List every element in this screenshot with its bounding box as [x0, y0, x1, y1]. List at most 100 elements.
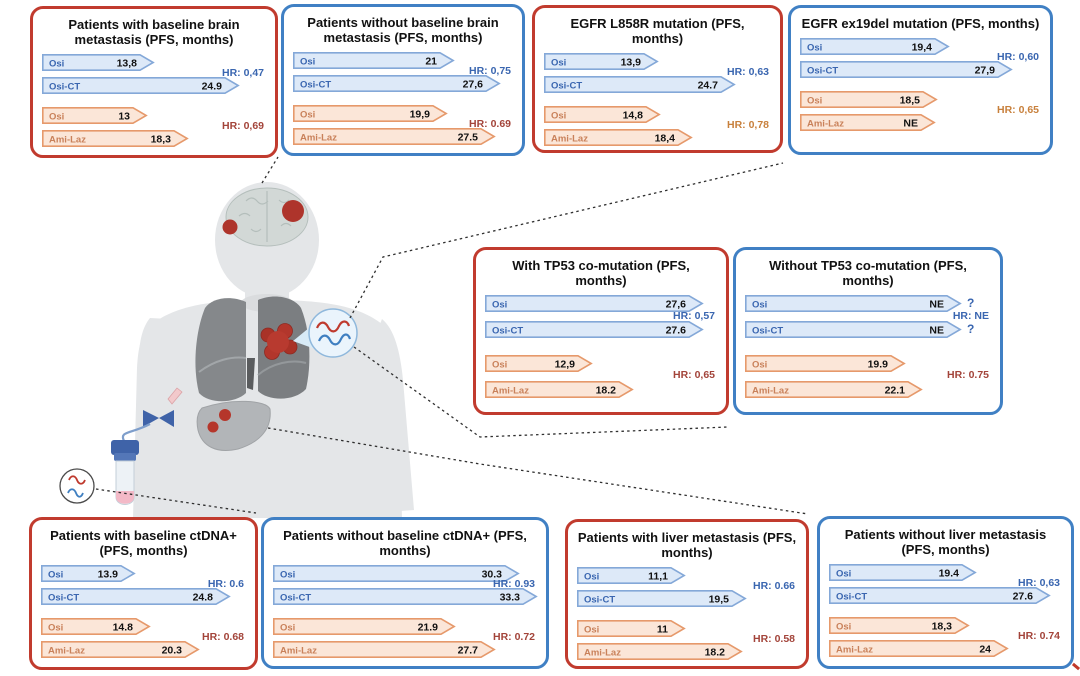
treatment-label: Osi: [300, 110, 315, 121]
pfs-value: 24.8: [193, 592, 214, 604]
pfs-arrow-bar: Osi 18,5: [800, 91, 938, 109]
treatment-label: Ami-Laz: [584, 648, 621, 659]
blood-tube-icon: [111, 440, 139, 505]
pfs-arrow-bar: Osi 11: [577, 620, 686, 638]
liver-metastasis-dot: [207, 421, 219, 433]
treatment-label: Ami-Laz: [492, 386, 529, 397]
panel-title: EGFR ex19del mutation (PFS, months): [801, 16, 1040, 31]
pfs-value: 27.6: [1013, 591, 1034, 603]
pfs-value: 13,8: [117, 58, 138, 70]
pfs-arrow-bar: Ami-Laz 18,3: [42, 130, 189, 148]
bar-row: Osi 13.9: [41, 565, 246, 583]
pfs-value: 21: [425, 56, 437, 68]
pfs-value: 19,9: [410, 109, 431, 121]
pfs-arrow-bar: Osi 19.9: [745, 355, 906, 373]
bar-row: Osi 19.9: [745, 355, 991, 373]
bar-row: Osi 21: [293, 52, 513, 70]
treatment-label: Osi: [836, 569, 851, 580]
treatment-label: Osi: [49, 112, 64, 123]
bars-area: Osi 19.4 Osi-CT 27.6 Osi 18,3 Ami-Laz 24 HR: 0,6…: [829, 564, 1062, 663]
pfs-arrow-bar: Ami-Laz 27.7: [273, 641, 496, 659]
pfs-arrow-bar: Osi 19,9: [293, 105, 448, 123]
treatment-label: Osi: [584, 625, 599, 636]
hazard-ratio-label: HR: 0,78: [726, 119, 769, 132]
pfs-value: 19.4: [939, 568, 960, 580]
treatment-label: Osi-CT: [48, 593, 79, 604]
treatment-label: Osi: [492, 300, 507, 311]
pfs-value: NE: [903, 118, 918, 130]
subgroup-panel-liver-met-without: Patients without liver metastasis (PFS, …: [817, 516, 1074, 669]
treatment-label: Ami-Laz: [48, 646, 85, 657]
pfs-value: 33.3: [500, 592, 521, 604]
bar-row: Ami-Laz 24: [829, 640, 1062, 658]
pfs-arrow-bar: Osi-CT 27.6: [829, 587, 1051, 605]
treatment-label: Osi-CT: [492, 326, 523, 337]
subgroup-panel-liver-met-with: Patients with liver metastasis (PFS, mon…: [565, 519, 809, 669]
pfs-value: 18.2: [596, 385, 617, 397]
pfs-value: 11: [657, 624, 668, 636]
hazard-ratio-label: HR: 0.72: [492, 631, 535, 644]
uncertain-marker: ?: [967, 322, 975, 337]
bar-row: Osi 13,8: [42, 54, 266, 72]
bar-row: Osi 19.4: [829, 564, 1062, 582]
hazard-ratio-label: HR: 0.69: [468, 118, 511, 131]
bars-area: Osi 11,1 Osi-CT 19,5 Osi 11 Ami-Laz 18.2 HR: 0.6…: [577, 567, 797, 666]
panel-title: Patients with liver metastasis (PFS, mon…: [577, 530, 797, 561]
dashed-connectors: [95, 156, 809, 515]
bar-row: Ami-Laz 27.5: [293, 128, 513, 146]
treatment-label: Osi-CT: [752, 326, 783, 337]
pfs-arrow-bar: Osi 12,9: [485, 355, 593, 373]
pfs-value: 27,6: [666, 299, 687, 311]
liver-metastasis-dot: [219, 409, 231, 421]
bar-row: Ami-Laz 18,3: [42, 130, 266, 148]
pfs-arrow-bar: Osi 18,3: [829, 617, 970, 635]
treatment-label: Osi-CT: [584, 595, 615, 606]
treatment-label: Osi: [48, 623, 63, 634]
hazard-ratio-label: HR: 0.74: [1017, 630, 1060, 643]
treatment-label: Osi: [807, 43, 822, 54]
bars-area: Osi 30.3 Osi-CT 33.3 Osi 21.9 Ami-Laz 27.7 HR: 0…: [273, 565, 538, 664]
hazard-ratio-label: HR: 0,65: [672, 369, 715, 382]
hazard-ratio-label: HR: 0.68: [201, 631, 244, 644]
bar-row: Osi 30.3: [273, 565, 537, 583]
bar-row: Osi 14,8: [544, 106, 771, 124]
subgroup-panel-egfr-ex19del: EGFR ex19del mutation (PFS, months) Osi 19…: [788, 5, 1053, 155]
pfs-arrow-bar: Osi 13: [42, 107, 148, 125]
bars-area: Osi 27,6 Osi-CT 27.6 Osi 12,9 Ami-Laz 18.2 HR: 0…: [485, 295, 717, 407]
panel-title: Patients without liver metastasis (PFS, …: [844, 527, 1047, 558]
pfs-value: 27.6: [666, 325, 687, 337]
treatment-label: Osi: [551, 58, 566, 69]
treatment-label: Osi-CT: [280, 593, 311, 604]
pfs-arrow-bar: Ami-Laz 24: [829, 640, 1009, 658]
treatment-label: Osi: [48, 570, 63, 581]
treatment-label: Osi: [836, 622, 851, 633]
treatment-label: Osi: [752, 300, 767, 311]
pfs-value: 13.9: [98, 569, 119, 581]
right-lung: [195, 298, 246, 402]
bar-row: Osi 13,9: [544, 53, 771, 71]
pfs-value: NE: [929, 299, 944, 311]
ctdna-circle-large-icon: [293, 308, 358, 358]
subgroup-panel-brain-met-with: Patients with baseline brain metastasis …: [30, 6, 278, 158]
pfs-arrow-bar: Osi-CT 33.3: [273, 588, 538, 606]
pfs-value: 27.7: [458, 645, 479, 657]
hazard-ratio-label: HR: 0,75: [468, 65, 511, 78]
treatment-label: Osi-CT: [49, 82, 80, 93]
hazard-ratio-label: HR: 0,63: [726, 66, 769, 79]
bar-row: Osi-CT 24.7: [544, 76, 771, 94]
pfs-arrow-bar: Osi 21: [293, 52, 455, 70]
bar-row: Ami-Laz 22.1: [745, 381, 991, 399]
brain-metastasis-dot: [222, 219, 238, 235]
pfs-value: 19.9: [868, 359, 889, 371]
treatment-label: Osi: [280, 623, 295, 634]
hazard-ratio-label: HR: 0,65: [996, 104, 1039, 117]
pfs-arrow-bar: Ami-Laz 18.2: [577, 643, 743, 661]
hazard-ratio-label: HR: 0,60: [996, 51, 1039, 64]
bar-row: Osi-CT 27,9: [800, 61, 1041, 79]
treatment-label: Osi: [752, 360, 767, 371]
pfs-value: 11,1: [648, 571, 668, 583]
brain-metastasis-dot: [282, 200, 304, 222]
treatment-label: Ami-Laz: [551, 134, 588, 145]
bar-row: Osi 11: [577, 620, 797, 638]
pfs-value: 30.3: [482, 569, 503, 581]
